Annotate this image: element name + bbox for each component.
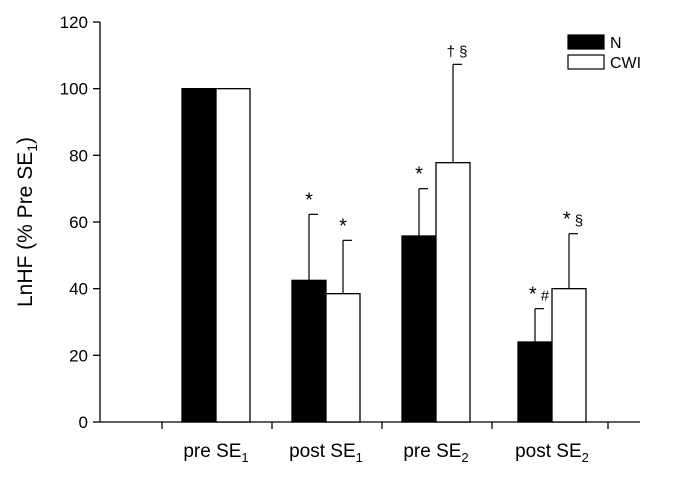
significance-marker: * [415, 164, 423, 186]
y-tick-label: 20 [69, 346, 88, 365]
x-tick-label: pre SE1 [183, 441, 248, 465]
significance-marker: * # [529, 284, 550, 306]
bar-cwi [215, 88, 251, 423]
y-tick-label: 80 [69, 146, 88, 165]
y-tick-label: 40 [69, 280, 88, 299]
bars [181, 88, 587, 423]
annotations: * * * † § * # * § [305, 43, 583, 305]
y-axis: 0 20 40 60 80 100 120 [60, 13, 101, 432]
significance-marker: † § [447, 43, 468, 60]
bar-n [291, 279, 327, 423]
y-tick-label: 60 [69, 213, 88, 232]
y-tick-label: 100 [60, 80, 88, 99]
x-tick-label: post SE1 [289, 441, 363, 465]
bar-n [401, 235, 437, 423]
legend-swatch-cwi [567, 54, 605, 70]
legend-label-cwi: CWI [610, 55, 641, 72]
y-tick-label: 120 [60, 13, 88, 32]
significance-marker: * [305, 189, 313, 211]
bar-n [517, 341, 553, 423]
legend: N CWI [567, 34, 641, 72]
x-tick-label: post SE2 [515, 441, 589, 465]
bar-cwi [435, 162, 471, 423]
x-tick-label: pre SE2 [403, 441, 468, 465]
legend-swatch-n [567, 34, 605, 50]
bar-cwi [325, 293, 361, 423]
bar-n [181, 88, 217, 423]
bar-cwi [551, 288, 587, 423]
y-axis-label: LnHF (% Pre SE1) [14, 137, 40, 307]
significance-marker: * § [563, 209, 583, 231]
error-bars [308, 63, 578, 342]
significance-marker: * [339, 215, 347, 237]
legend-label-n: N [610, 35, 622, 52]
x-axis: pre SE1 post SE1 pre SE2 post SE2 [100, 421, 640, 465]
y-tick-label: 0 [79, 413, 88, 432]
